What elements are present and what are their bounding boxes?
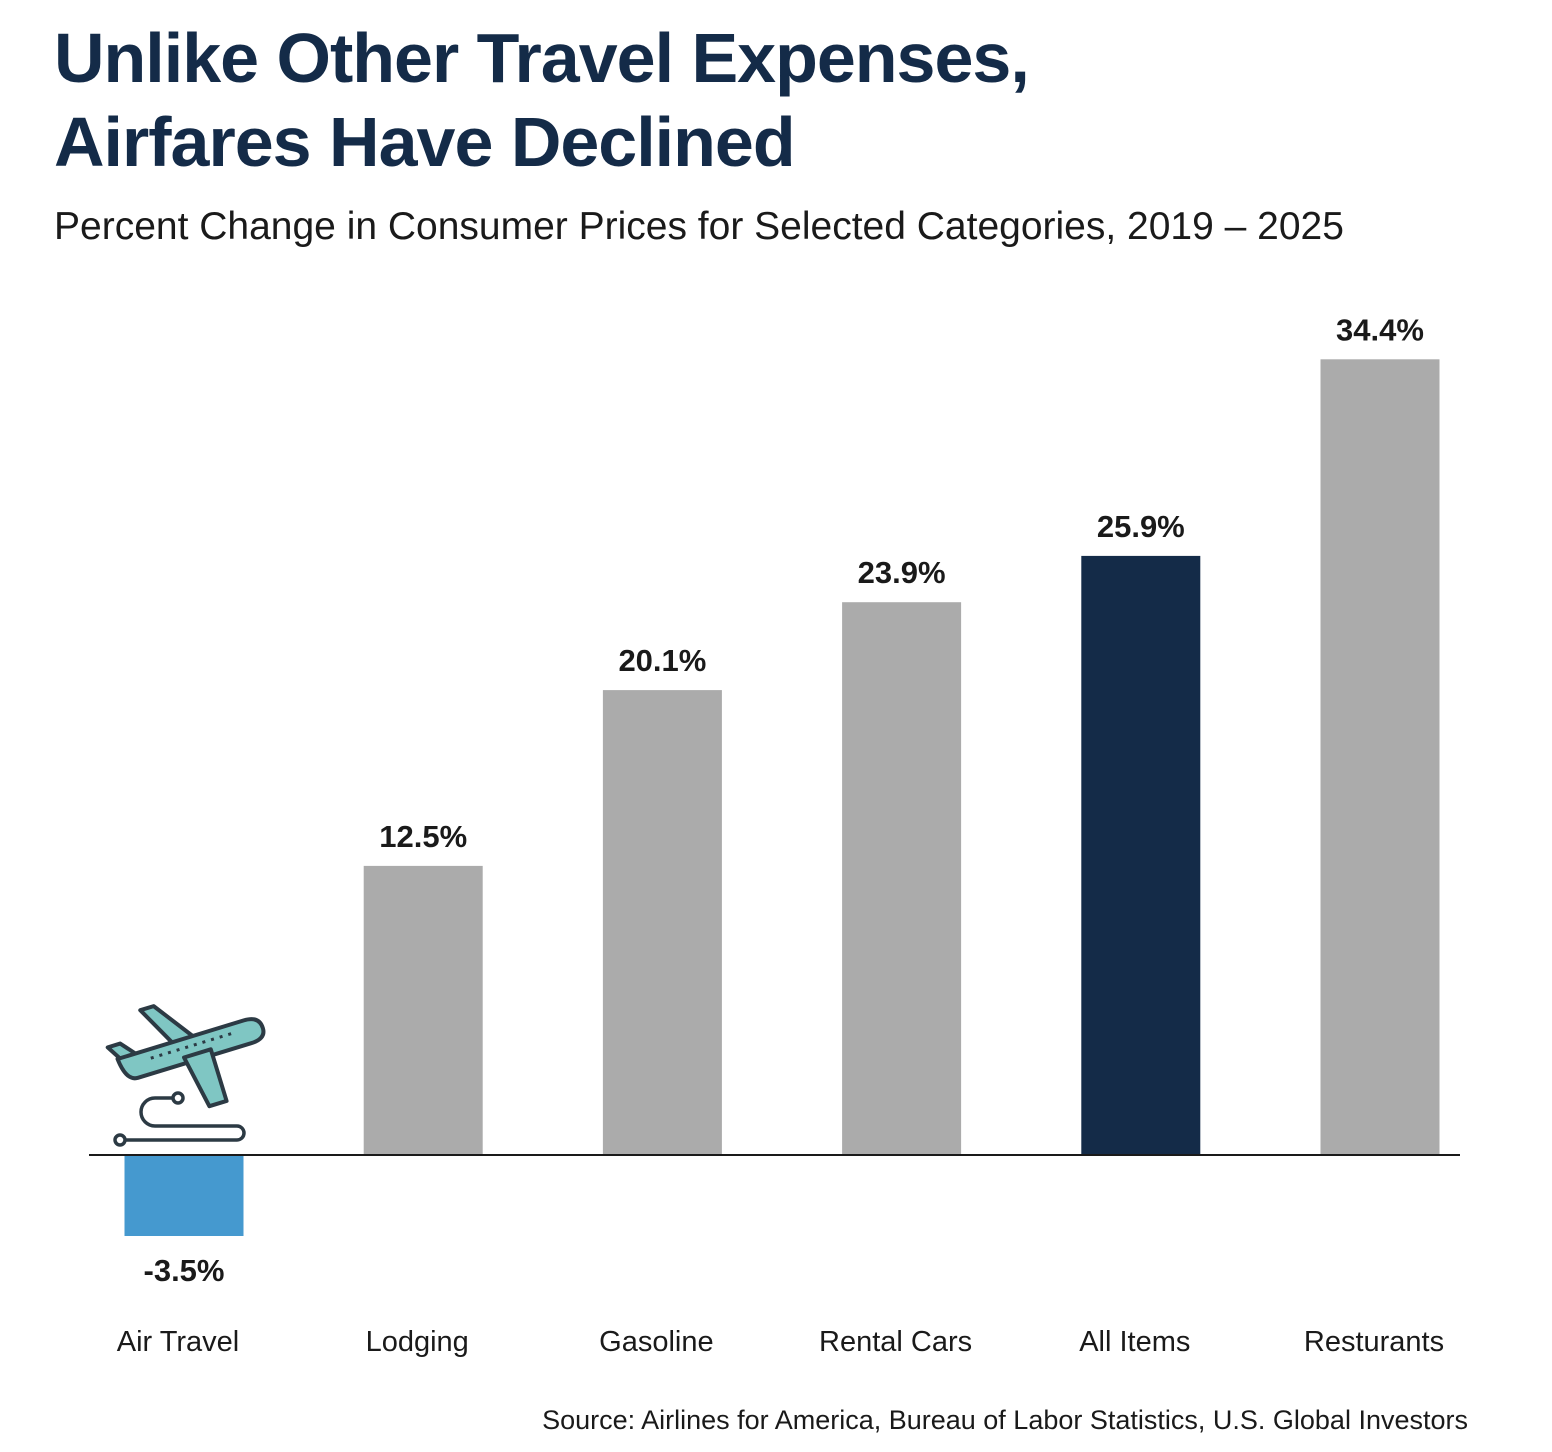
category-label-air-travel: Air Travel [117,1326,239,1358]
category-label-rental-cars: Rental Cars [819,1326,972,1358]
airplane-windows [150,1031,236,1060]
takeoff-trail-line [118,1096,246,1142]
airplane-lower-wing [182,1047,229,1109]
airplane-takeoff-icon [105,1004,266,1147]
value-label-resturants: 34.4% [1336,312,1424,347]
bar-resturants [1320,359,1440,1155]
trail-end-dot [171,1091,185,1105]
value-label-gasoline: 20.1% [618,643,706,678]
bar-gasoline [602,690,722,1155]
bar-lodging [363,865,483,1155]
trail-start-dot [113,1133,127,1147]
title-line-2: Airfares Have Declined [54,103,796,181]
category-label-gasoline: Gasoline [599,1326,713,1358]
source-note: Source: Airlines for America, Bureau of … [542,1405,1468,1435]
bar-all-items [1081,555,1201,1155]
chart-subtitle: Percent Change in Consumer Prices for Se… [54,205,1344,248]
bars-group: -3.5% Air Travel 12.5% Lodging 20.1% Gasoline… [117,312,1444,1358]
value-label-lodging: 12.5% [379,819,467,854]
value-label-air-travel: -3.5% [144,1253,225,1288]
chart-title: Unlike Other Travel Expenses, Airfares H… [54,16,1030,184]
title-line-1: Unlike Other Travel Expenses, [54,19,1030,97]
airplane-fuselage [115,1017,266,1081]
value-label-all-items: 25.9% [1097,509,1185,544]
value-label-rental-cars: 23.9% [858,555,946,590]
airplane-body [105,1004,266,1109]
category-label-all-items: All Items [1079,1326,1190,1358]
bar-rental-cars [842,602,962,1155]
category-label-lodging: Lodging [366,1326,469,1358]
bar-air-travel [124,1155,244,1236]
category-label-resturants: Resturants [1304,1326,1444,1358]
